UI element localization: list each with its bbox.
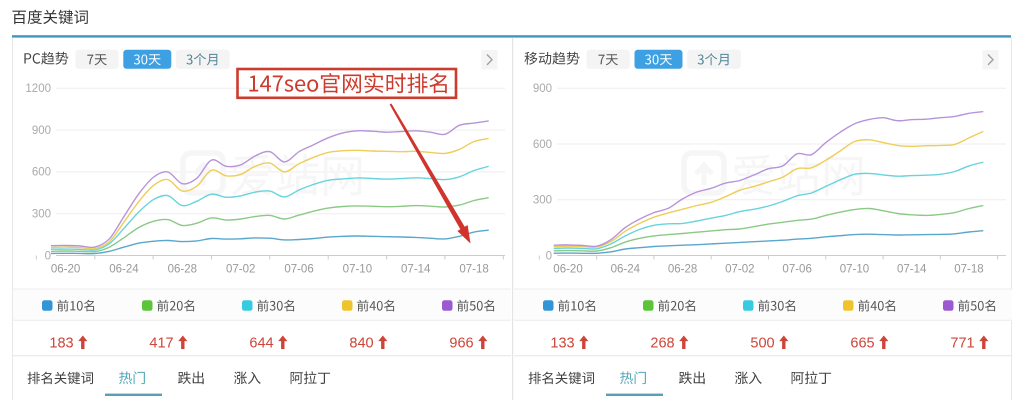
svg-text:966: 966 (449, 336, 473, 352)
svg-text:07-06: 07-06 (782, 264, 811, 276)
svg-text:06-24: 06-24 (611, 264, 641, 276)
svg-text:268: 268 (650, 336, 674, 352)
svg-text:07-06: 07-06 (284, 264, 313, 276)
svg-text:840: 840 (349, 336, 373, 352)
svg-text:0: 0 (546, 250, 552, 262)
svg-text:06-28: 06-28 (168, 264, 197, 276)
svg-text:665: 665 (850, 336, 874, 352)
svg-text:133: 133 (550, 336, 574, 352)
svg-text:300: 300 (32, 209, 51, 221)
svg-text:300: 300 (533, 195, 552, 207)
svg-text:644: 644 (249, 336, 273, 352)
svg-text:06-20: 06-20 (51, 264, 80, 276)
svg-text:0: 0 (45, 250, 51, 262)
svg-text:07-18: 07-18 (954, 264, 983, 276)
svg-text:07-02: 07-02 (226, 264, 255, 276)
svg-text:07-18: 07-18 (459, 264, 488, 276)
svg-text:07-14: 07-14 (401, 264, 431, 276)
svg-text:07-10: 07-10 (840, 264, 869, 276)
svg-text:06-20: 06-20 (553, 264, 582, 276)
svg-text:06-24: 06-24 (109, 264, 139, 276)
svg-text:900: 900 (533, 83, 552, 95)
svg-text:600: 600 (32, 167, 51, 179)
svg-text:500: 500 (750, 336, 774, 352)
svg-text:600: 600 (533, 139, 552, 151)
svg-text:900: 900 (32, 125, 51, 137)
svg-text:07-14: 07-14 (897, 264, 927, 276)
svg-text:1200: 1200 (25, 83, 51, 95)
svg-text:771: 771 (950, 336, 974, 352)
svg-text:07-10: 07-10 (343, 264, 372, 276)
svg-text:183: 183 (49, 336, 73, 352)
svg-text:07-02: 07-02 (725, 264, 754, 276)
svg-text:417: 417 (149, 336, 173, 352)
svg-text:06-28: 06-28 (668, 264, 697, 276)
